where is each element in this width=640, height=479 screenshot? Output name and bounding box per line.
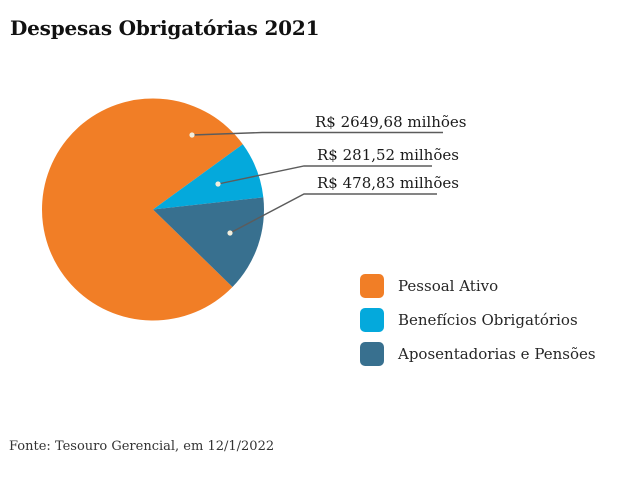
- legend-swatch-pessoal-ativo: [360, 274, 384, 298]
- pie-slice-beneficios-obrigatorios: [153, 144, 264, 210]
- source-note: Fonte: Tesouro Gerencial, em 12/1/2022: [9, 439, 275, 454]
- callout-dot-aposentadorias-e-pensoes: [227, 230, 233, 236]
- callout-value-aposentadorias-pensoes: R$ 478,83 milhões: [317, 174, 459, 192]
- pie-slice-aposentadorias-e-pensoes: [153, 197, 264, 287]
- legend-label-aposentadorias-pensoes: Aposentadorias e Pensões: [398, 345, 596, 363]
- legend-item-beneficios-obrigatorios: Benefícios Obrigatórios: [360, 308, 596, 332]
- pie-slice-pessoal-ativo: [41, 98, 243, 321]
- callout-value-beneficios-obrigatorios: R$ 281,52 milhões: [317, 146, 459, 164]
- callout-dot-pessoal-ativo: [189, 132, 195, 138]
- callout-line-beneficios-obrigatorios: [217, 165, 432, 185]
- legend-swatch-aposentadorias-pensoes: [360, 342, 384, 366]
- callout-line-aposentadorias-e-pensoes: [229, 193, 437, 234]
- chart-title: Despesas Obrigatórias 2021: [10, 16, 320, 40]
- legend-item-aposentadorias-pensoes: Aposentadorias e Pensões: [360, 342, 596, 366]
- pie-slices: [41, 98, 264, 321]
- legend-swatch-beneficios-obrigatorios: [360, 308, 384, 332]
- callout-lines: [189, 131, 443, 236]
- legend-label-beneficios-obrigatorios: Benefícios Obrigatórios: [398, 311, 578, 329]
- callout-value-pessoal-ativo: R$ 2649,68 milhões: [315, 113, 467, 131]
- legend: Pessoal Ativo Benefícios Obrigatórios Ap…: [360, 274, 596, 376]
- legend-item-pessoal-ativo: Pessoal Ativo: [360, 274, 596, 298]
- callout-line-pessoal-ativo: [191, 131, 443, 136]
- callout-dot-beneficios-obrigatorios: [215, 181, 221, 187]
- legend-label-pessoal-ativo: Pessoal Ativo: [398, 277, 499, 295]
